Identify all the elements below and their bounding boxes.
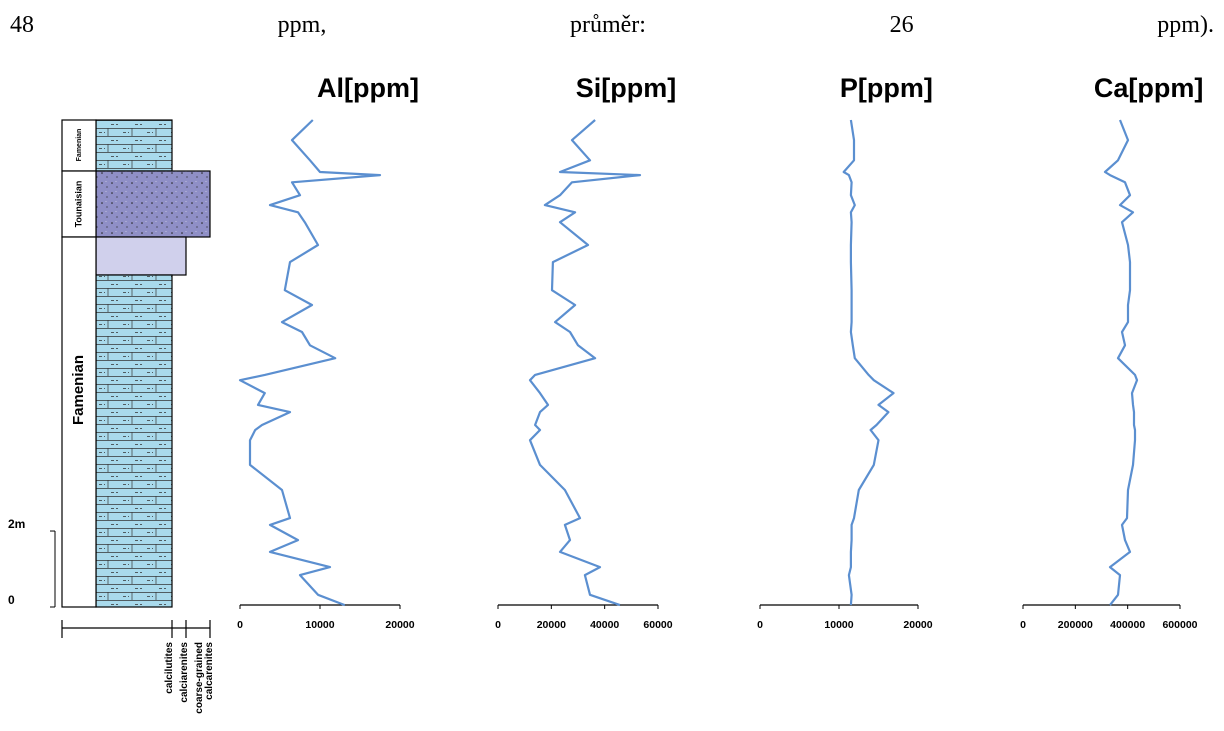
intro-word: 48: [10, 12, 34, 38]
x-tick-label: 0: [1020, 619, 1026, 631]
chart-title: Al[ppm]: [317, 73, 419, 103]
x-tick-label: 0: [237, 619, 243, 631]
x-tick-label: 0: [757, 619, 763, 631]
x-tick-label: 20000: [385, 619, 414, 631]
depth-tick-label: 2m: [8, 517, 25, 531]
layer-lilac: [95, 236, 187, 276]
x-tick-label: 400000: [1110, 619, 1145, 631]
x-tick-label: 0: [495, 619, 501, 631]
intro-word: ppm,: [277, 12, 327, 38]
chart-title: Si[ppm]: [576, 73, 677, 103]
x-tick-label: 20000: [903, 619, 932, 631]
x-tick-label: 10000: [824, 619, 853, 631]
unit-box: [61, 236, 97, 608]
x-tick-label: 20000: [537, 619, 566, 631]
profile-line: [528, 119, 642, 607]
lithology-label: calciarenites: [179, 642, 190, 703]
depth-tick-label: 0: [8, 593, 15, 607]
profile-line: [238, 119, 382, 607]
layer-tounaisian: [95, 170, 211, 238]
intro-word: 26: [889, 12, 914, 38]
profile-line: [1103, 119, 1139, 606]
intro-word: průměr:: [569, 12, 646, 38]
lithology-label: calcilutites: [164, 642, 175, 694]
x-tick-label: 600000: [1162, 619, 1197, 631]
unit-label: Tounaisian: [73, 181, 83, 228]
intro-text: 48 ppm, průměr: 26 ppm).: [10, 12, 1214, 39]
lithology-label: coarse-grained calcarenites: [194, 642, 215, 714]
x-tick-label: 10000: [305, 619, 334, 631]
chart-title: Ca[ppm]: [1094, 73, 1204, 103]
x-tick-label: 40000: [590, 619, 619, 631]
layer-famenian: [95, 274, 173, 608]
profile-line: [842, 119, 895, 606]
chart-title: P[ppm]: [840, 73, 933, 103]
intro-word: ppm).: [1157, 12, 1214, 38]
x-tick-label: 60000: [643, 619, 672, 631]
strat-column: [61, 119, 211, 638]
layer-famenian-top: [95, 119, 173, 172]
unit-label: Famenian: [76, 129, 83, 162]
x-tick-label: 200000: [1058, 619, 1093, 631]
unit-label: Famenian: [70, 355, 87, 425]
